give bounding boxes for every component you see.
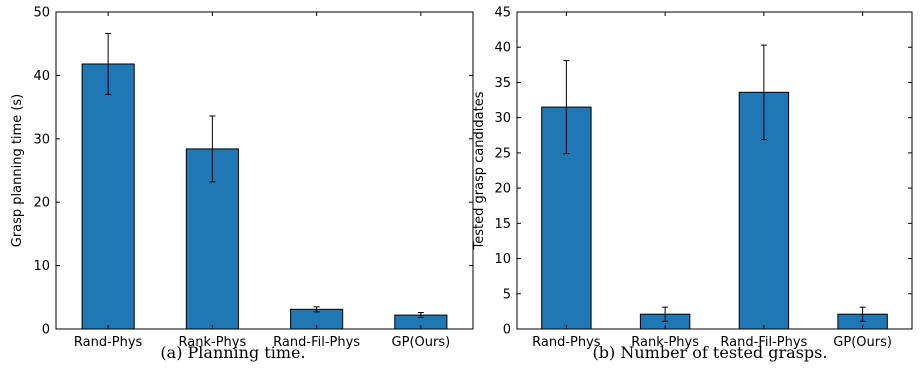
caption-1: (a) Planning time. [160, 343, 305, 362]
y-tick-label-1-5: 40 [33, 69, 50, 84]
y-tick-label-2-2: 5 [503, 287, 511, 302]
x-tick-label-2-3: Rand-Fil-Phys [720, 335, 807, 350]
y-tick-label-1-4: 30 [33, 132, 50, 147]
y-tick-label-2-6: 25 [494, 146, 511, 161]
x-tick-label-2-4: GP(Ours) [833, 335, 892, 350]
y-tick-label-2-3: 10 [494, 252, 511, 267]
y-tick-label-2-10: 45 [494, 6, 511, 21]
axes-frame-2 [516, 11, 913, 330]
x-tick-label-2-2: Rank-Phys [631, 335, 699, 350]
y-tick-label-1-3: 20 [33, 196, 50, 211]
y-tick-label-1-6: 50 [33, 6, 50, 21]
chart-panel-2: Rand-Phys Rank-Phys Rand-Fil-Phys GP(Ours) 0… [472, 6, 913, 362]
axes-frame-1 [55, 11, 474, 330]
x-tick-label-2-1: Rand-Phys [532, 335, 601, 350]
bar-1-1 [81, 63, 135, 330]
x-tick-label-1-3: Rand-Fil-Phys [273, 335, 360, 350]
y-axis-label-2: Tested grasp candidates [472, 91, 487, 250]
x-tick-label-1-4: GP(Ours) [392, 335, 451, 350]
y-tick-label-1-2: 10 [33, 259, 50, 274]
y-tick-label-2-4: 15 [494, 217, 511, 232]
caption-2: (b) Number of tested grasps. [593, 343, 828, 362]
chart-panel-1: Rand-Phys Rank-Phys Rand-Fil-Phys GP(Ours) 0… [10, 6, 474, 362]
y-tick-label-2-1: 0 [503, 323, 511, 338]
y-tick-label-1-1: 0 [42, 323, 50, 338]
x-tick-label-1-1: Rand-Phys [74, 335, 143, 350]
y-tick-label-2-5: 20 [494, 182, 511, 197]
y-tick-label-2-8: 35 [494, 76, 511, 91]
x-tick-label-1-2: Rank-Phys [179, 335, 247, 350]
y-tick-label-2-9: 40 [494, 41, 511, 56]
y-axis-label-1: Grasp planning time (s) [10, 94, 25, 248]
y-tick-label-2-7: 30 [494, 111, 511, 126]
